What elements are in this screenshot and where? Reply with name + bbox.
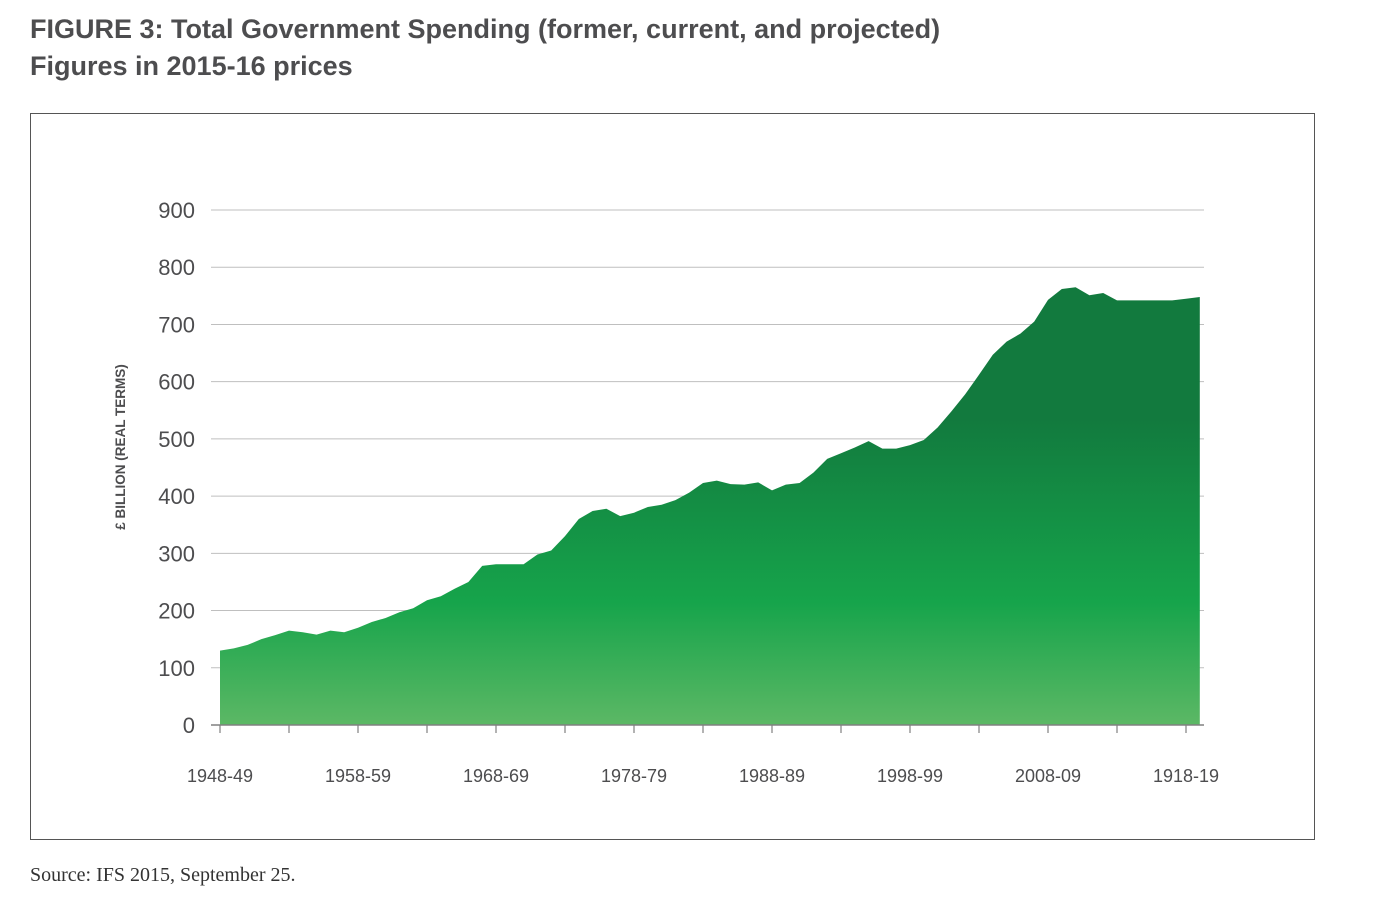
y-tick-label: 500 bbox=[158, 427, 195, 452]
y-tick-label: 100 bbox=[158, 656, 195, 681]
y-tick-label: 300 bbox=[158, 541, 195, 566]
y-tick-label: 800 bbox=[158, 255, 195, 280]
y-tick-label: 700 bbox=[158, 312, 195, 337]
y-axis-label: £ BILLION (REAL TERMS) bbox=[113, 364, 128, 530]
x-tick-label: 1998-99 bbox=[877, 766, 943, 786]
chart-frame: 0 100 200 300 400 500 600 700 800 900 1948-49 1958… bbox=[30, 113, 1315, 840]
gridlines bbox=[211, 209, 1204, 669]
x-tick-label: 2008-09 bbox=[1015, 766, 1081, 786]
spending-area bbox=[220, 287, 1200, 725]
x-tick-label: 1978-79 bbox=[601, 766, 667, 786]
area-layer bbox=[220, 287, 1200, 725]
y-tick-label: 0 bbox=[183, 713, 195, 738]
x-axis-ticks: 1948-49 1958-59 1968-69 1978-79 1988-89 1998-… bbox=[187, 766, 1219, 786]
x-axis bbox=[211, 724, 1204, 733]
y-tick-label: 600 bbox=[158, 370, 195, 395]
x-tick-label: 1968-69 bbox=[463, 766, 529, 786]
y-tick-label: 400 bbox=[158, 484, 195, 509]
x-tick-label: 1918-19 bbox=[1153, 766, 1219, 786]
y-tick-label: 900 bbox=[158, 198, 195, 223]
figure-subtitle: Figures in 2015-16 prices bbox=[30, 51, 353, 81]
x-tick-label: 1988-89 bbox=[739, 766, 805, 786]
x-tick-label: 1948-49 bbox=[187, 766, 253, 786]
area-chart: 0 100 200 300 400 500 600 700 800 900 1948-49 1958… bbox=[113, 198, 1219, 786]
source-note: Source: IFS 2015, September 25. bbox=[30, 864, 296, 886]
y-tick-label: 200 bbox=[158, 599, 195, 624]
figure-title: FIGURE 3: Total Government Spending (for… bbox=[30, 14, 941, 44]
y-axis-ticks: 0 100 200 300 400 500 600 700 800 900 bbox=[158, 198, 195, 738]
x-tick-label: 1958-59 bbox=[325, 766, 391, 786]
